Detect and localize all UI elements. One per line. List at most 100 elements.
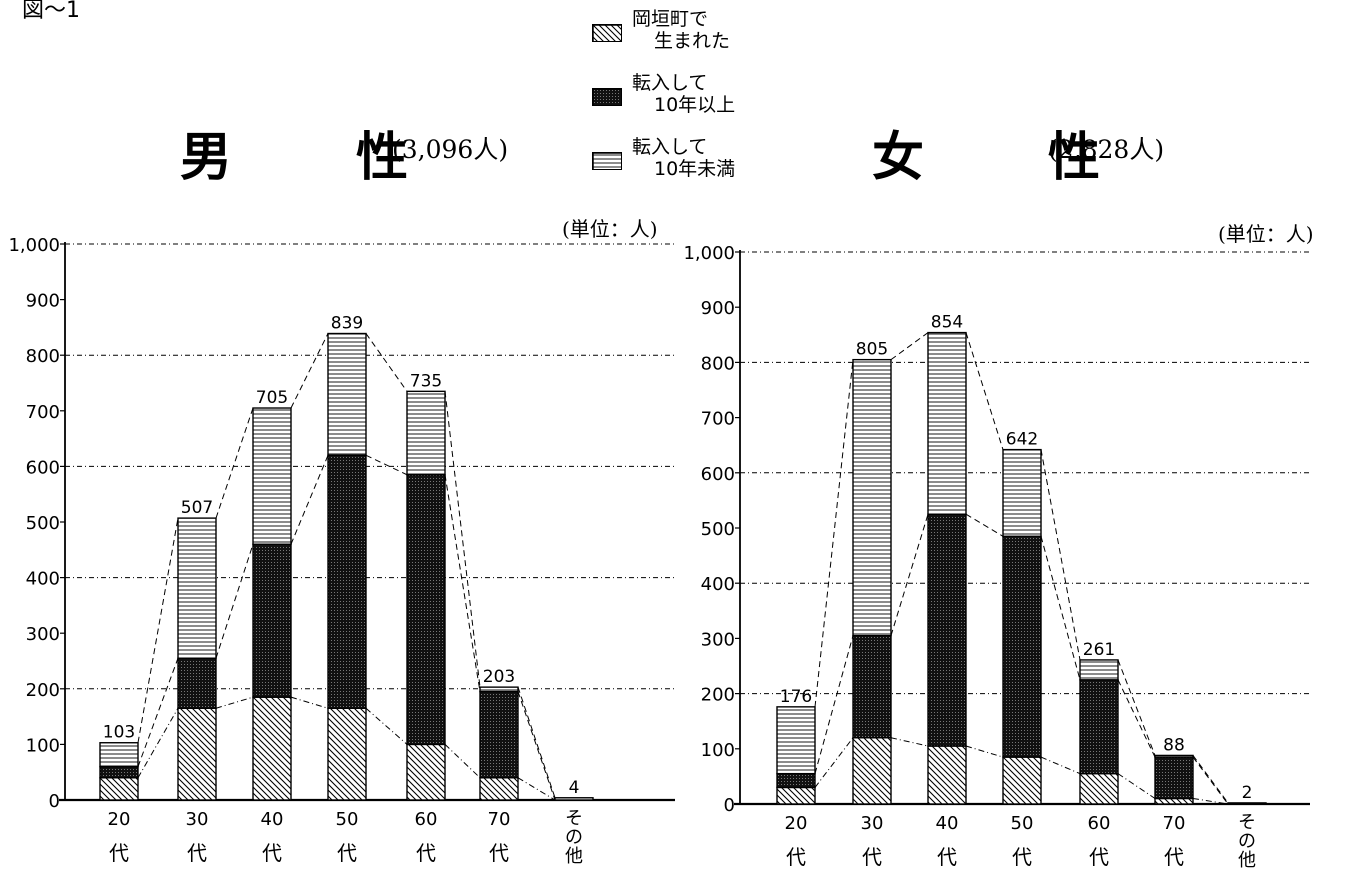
male-category-label: 60 xyxy=(415,809,438,830)
male-total-label: 507 xyxy=(181,498,213,518)
male-bar-born xyxy=(480,778,518,800)
female-category-suffix: 代 xyxy=(937,845,957,869)
male-connector-born xyxy=(291,697,328,708)
female-ytick-label: 500 xyxy=(701,519,735,540)
male-connector-born xyxy=(518,778,555,800)
female-bar-under10 xyxy=(777,707,815,774)
female-ytick-label: 400 xyxy=(701,574,735,595)
male-category-suffix: 代 xyxy=(416,841,436,865)
male-ytick-label: 400 xyxy=(26,569,60,590)
male-ytick-label: 0 xyxy=(49,791,60,812)
female-bar-born xyxy=(777,787,815,804)
female-bar-born xyxy=(853,738,891,804)
male-bar-under10 xyxy=(100,743,138,767)
female-bar-under10 xyxy=(1228,803,1266,804)
male-connector-over10 xyxy=(366,455,407,474)
female-total-label: 88 xyxy=(1163,735,1185,755)
female-bar-under10 xyxy=(1155,755,1193,757)
female-category-suffix: 代 xyxy=(862,845,882,869)
male-bar-under10 xyxy=(328,334,366,456)
female-bar-born xyxy=(1080,774,1118,804)
male-bar-under10 xyxy=(480,687,518,691)
female-connector-born xyxy=(891,738,928,746)
female-ytick-label: 0 xyxy=(724,795,735,816)
male-connector-born xyxy=(445,744,480,777)
male-total-label: 103 xyxy=(103,723,135,743)
female-connector-total xyxy=(966,333,1003,450)
female-bar-over10 xyxy=(777,774,815,788)
female-category-label: 40 xyxy=(936,813,959,834)
female-category-label-char: の xyxy=(1238,831,1256,852)
male-connector-over10 xyxy=(138,658,178,766)
male-total-label: 4 xyxy=(569,778,580,798)
female-bar-under10 xyxy=(1080,660,1118,680)
male-ytick-label: 500 xyxy=(26,513,60,534)
female-connector-over10 xyxy=(966,514,1003,536)
female-chart: 01002003004005006007008009001,00017620代8… xyxy=(683,243,1310,870)
female-total-label: 805 xyxy=(856,340,888,360)
female-ytick-label: 700 xyxy=(701,409,735,430)
female-category-suffix: 代 xyxy=(786,845,806,869)
male-connector-born xyxy=(216,697,253,708)
male-ytick-label: 200 xyxy=(26,680,60,701)
female-connector-over10 xyxy=(1041,536,1080,680)
female-category-label-char: そ xyxy=(1238,812,1256,833)
male-total-label: 705 xyxy=(256,388,288,408)
female-total-label: 2 xyxy=(1242,783,1253,803)
male-category-label-char: の xyxy=(565,827,583,848)
female-ytick-label: 600 xyxy=(701,464,735,485)
male-connector-over10 xyxy=(518,692,555,800)
male-connector-total xyxy=(518,687,555,798)
male-category-label: 30 xyxy=(186,809,209,830)
female-total-label: 642 xyxy=(1006,430,1038,450)
female-category-label: 20 xyxy=(785,813,808,834)
female-category-label: 70 xyxy=(1163,813,1186,834)
male-connector-over10 xyxy=(291,455,328,544)
male-bar-under10 xyxy=(178,518,216,658)
male-connector-over10 xyxy=(445,475,480,692)
female-connector-over10 xyxy=(891,514,928,635)
male-category-label: 20 xyxy=(108,809,131,830)
male-connector-over10 xyxy=(216,544,253,658)
female-category-label: 30 xyxy=(861,813,884,834)
female-bar-over10 xyxy=(1003,536,1041,757)
male-ytick-label: 1,000 xyxy=(8,235,60,256)
male-category-label: 70 xyxy=(488,809,511,830)
male-connector-born xyxy=(366,708,407,744)
male-category-label-char: そ xyxy=(565,808,583,829)
male-chart: 01002003004005006007008009001,00010320代5… xyxy=(8,235,675,867)
female-ytick-label: 100 xyxy=(701,740,735,761)
female-connector-over10 xyxy=(1118,680,1155,757)
male-bar-under10 xyxy=(253,408,291,544)
female-ytick-label: 1,000 xyxy=(683,243,735,264)
male-bar-born xyxy=(253,697,291,800)
male-connector-born xyxy=(138,708,178,778)
male-bar-born xyxy=(100,778,138,800)
male-ytick-label: 900 xyxy=(26,291,60,312)
male-category-suffix: 代 xyxy=(109,841,129,865)
female-ytick-label: 900 xyxy=(701,298,735,319)
male-bar-born xyxy=(178,708,216,800)
male-category-label: 50 xyxy=(336,809,359,830)
male-total-label: 203 xyxy=(483,667,515,687)
female-bar-over10 xyxy=(928,514,966,746)
male-connector-total xyxy=(445,391,480,687)
female-category-label: 50 xyxy=(1011,813,1034,834)
male-total-label: 839 xyxy=(331,314,363,334)
male-ytick-label: 700 xyxy=(26,402,60,423)
male-bar-under10 xyxy=(407,391,445,474)
female-connector-total xyxy=(1041,450,1080,660)
male-connector-total xyxy=(291,334,328,409)
male-bar-over10 xyxy=(178,658,216,708)
male-category-suffix: 代 xyxy=(262,841,282,865)
male-category-suffix: 代 xyxy=(337,841,357,865)
female-category-label-char: 他 xyxy=(1238,850,1256,870)
female-bar-born xyxy=(1155,798,1193,804)
female-total-label: 176 xyxy=(780,687,812,707)
male-ytick-label: 100 xyxy=(26,735,60,756)
male-ytick-label: 800 xyxy=(26,346,60,367)
male-total-label: 735 xyxy=(410,371,442,391)
male-connector-total xyxy=(138,518,178,743)
male-bar-over10 xyxy=(328,455,366,708)
